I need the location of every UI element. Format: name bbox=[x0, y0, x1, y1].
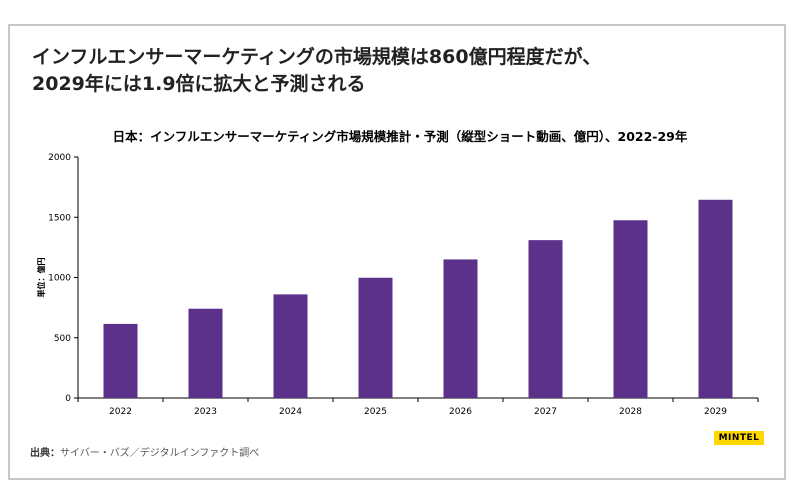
bar bbox=[188, 308, 223, 398]
source-label: 出典： bbox=[30, 448, 60, 459]
y-axis-label: 単位：億円 bbox=[36, 258, 46, 298]
source-text: サイバー・バズ／デジタルインファクト調べ bbox=[60, 448, 260, 459]
y-tick-label: 1000 bbox=[48, 274, 71, 284]
bar bbox=[103, 323, 138, 398]
x-tick-label: 2028 bbox=[619, 407, 642, 417]
source-note: 出典：サイバー・バズ／デジタルインファクト調べ bbox=[30, 444, 259, 459]
bar bbox=[613, 220, 648, 398]
bar bbox=[273, 294, 308, 398]
mintel-logo: MINTEL bbox=[714, 431, 764, 445]
x-tick-label: 2022 bbox=[109, 407, 132, 417]
x-tick-label: 2029 bbox=[704, 407, 727, 417]
headline: インフルエンサーマーケティングの市場規模は860億円程度だが、 2029年には1… bbox=[32, 44, 772, 98]
y-tick-label: 2000 bbox=[48, 153, 71, 163]
bar bbox=[528, 240, 563, 398]
chart-title: 日本：インフルエンサーマーケティング市場規模推計・予測（縦型ショート動画、億円）… bbox=[112, 129, 688, 144]
bar bbox=[358, 277, 393, 398]
x-tick-label: 2027 bbox=[534, 407, 557, 417]
headline-line-1: インフルエンサーマーケティングの市場規模は860億円程度だが、 bbox=[32, 46, 602, 68]
bar bbox=[443, 259, 478, 398]
x-tick-label: 2023 bbox=[194, 407, 217, 417]
y-tick-label: 0 bbox=[65, 394, 71, 404]
bar-chart: 0 500 1000 1500 2000 単位：億円 2022 2023 2024 2025 202… bbox=[36, 153, 759, 417]
slide-frame bbox=[8, 24, 786, 480]
bar bbox=[698, 199, 733, 398]
y-tick-label: 1500 bbox=[48, 213, 71, 223]
y-tick-label: 500 bbox=[54, 334, 71, 344]
x-tick-label: 2026 bbox=[449, 407, 472, 417]
x-tick-label: 2024 bbox=[279, 407, 302, 417]
x-tick-label: 2025 bbox=[364, 407, 387, 417]
headline-line-2: 2029年には1.9倍に拡大と予測される bbox=[32, 73, 366, 95]
